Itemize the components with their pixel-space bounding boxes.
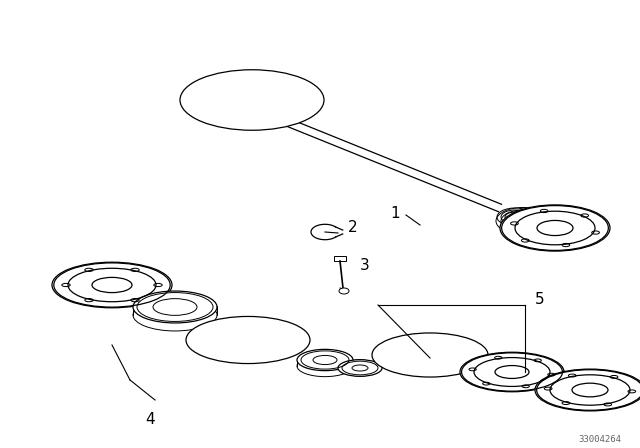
Text: 2: 2 xyxy=(348,220,358,236)
Text: 5: 5 xyxy=(535,293,545,307)
Text: 3: 3 xyxy=(360,258,370,272)
Ellipse shape xyxy=(339,288,349,294)
Ellipse shape xyxy=(180,70,324,130)
Ellipse shape xyxy=(338,360,382,376)
Ellipse shape xyxy=(52,262,172,308)
Ellipse shape xyxy=(186,316,310,364)
Ellipse shape xyxy=(133,291,217,323)
Ellipse shape xyxy=(500,205,610,251)
Text: 4: 4 xyxy=(145,412,155,427)
Text: 33004264: 33004264 xyxy=(579,435,621,444)
Ellipse shape xyxy=(297,349,353,370)
Text: 1: 1 xyxy=(390,206,400,220)
Ellipse shape xyxy=(372,333,488,377)
Ellipse shape xyxy=(460,352,564,392)
Polygon shape xyxy=(334,256,346,261)
Ellipse shape xyxy=(535,369,640,411)
